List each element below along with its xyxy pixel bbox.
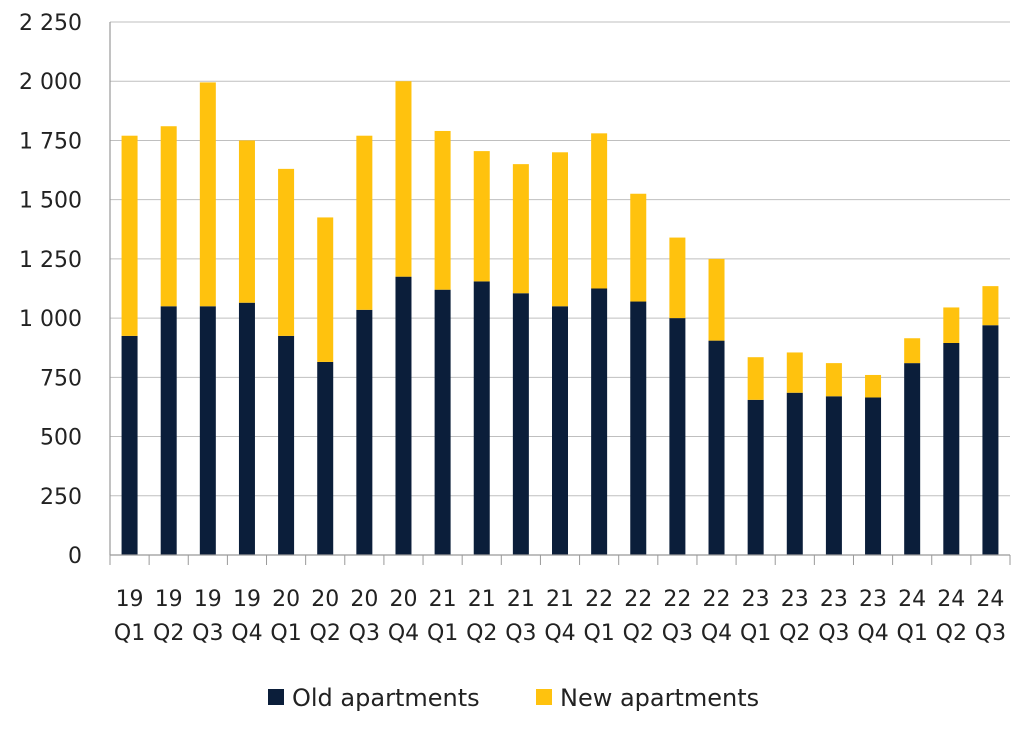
x-tick-label: 23 Q1	[740, 587, 771, 646]
bar-new-apartments	[630, 193, 647, 302]
bar-old-apartments	[591, 288, 608, 555]
bar-new-apartments	[199, 82, 216, 307]
y-tick-label: 250	[40, 485, 82, 510]
bar-new-apartments	[708, 258, 725, 341]
x-tick-label: 19 Q3	[192, 587, 223, 646]
legend-swatch	[268, 689, 284, 705]
legend: Old apartments New apartments	[268, 684, 759, 712]
bar-old-apartments	[473, 281, 490, 555]
legend-item-old-apartments: Old apartments	[268, 684, 480, 712]
x-tick-label: 20 Q3	[349, 587, 380, 646]
y-tick-label: 1 250	[19, 248, 82, 273]
legend-swatch	[536, 689, 552, 705]
x-tick-label: 22 Q1	[583, 587, 614, 646]
bar-new-apartments	[904, 338, 921, 364]
x-tick-label: 21 Q3	[505, 587, 536, 646]
bar-old-apartments	[825, 396, 842, 555]
bar-new-apartments	[317, 217, 334, 362]
x-tick-label: 19 Q2	[153, 587, 184, 646]
x-tick-label: 20 Q1	[270, 587, 301, 646]
bar-old-apartments	[747, 399, 764, 555]
legend-item-new-apartments: New apartments	[536, 684, 759, 712]
bar-old-apartments	[708, 340, 725, 555]
y-tick-label: 1 500	[19, 189, 82, 214]
bar-old-apartments	[512, 293, 529, 555]
y-tick-label: 2 250	[19, 11, 82, 36]
bar-new-apartments	[825, 363, 842, 397]
bar-new-apartments	[238, 140, 255, 303]
y-tick-label: 0	[68, 544, 82, 569]
x-tick-label: 24 Q2	[936, 587, 967, 646]
bar-new-apartments	[552, 152, 568, 307]
bar-old-apartments	[552, 306, 568, 555]
bar-old-apartments	[317, 361, 334, 555]
y-tick-label: 1 000	[19, 307, 82, 332]
x-tick-label: 24 Q1	[897, 587, 928, 646]
bar-old-apartments	[982, 325, 999, 555]
bar-old-apartments	[630, 301, 647, 555]
x-tick-label: 21 Q4	[544, 587, 575, 646]
y-tick-label: 2 000	[19, 70, 82, 95]
x-tick-label: 24 Q3	[975, 587, 1006, 646]
bar-old-apartments	[395, 276, 412, 555]
bar-old-apartments	[943, 342, 960, 555]
x-tick-label: 23 Q4	[857, 587, 888, 646]
bars	[121, 81, 999, 555]
x-tick-label: 21 Q2	[466, 587, 497, 646]
x-axis-category-labels: 19 Q1 19 Q2 19 Q3 19 Q4 20 Q1 20 Q2 20 Q3 20 Q4 21 Q1 21 Q2…	[114, 587, 1006, 646]
bar-new-apartments	[121, 135, 138, 336]
bar-old-apartments	[278, 335, 295, 555]
x-tick-label: 21 Q1	[427, 587, 458, 646]
bar-new-apartments	[591, 133, 608, 289]
y-axis-tick-labels: 0 250 500 750 1 000 1 250 1 500 1 750 2 000 2 250	[19, 11, 82, 569]
axes	[109, 22, 1011, 565]
x-tick-label: 22 Q2	[623, 587, 654, 646]
bar-old-apartments	[356, 309, 373, 555]
bar-new-apartments	[747, 357, 764, 400]
y-tick-label: 750	[40, 366, 82, 391]
bar-old-apartments	[434, 289, 451, 555]
bar-new-apartments	[160, 126, 177, 307]
x-tick-label: 20 Q4	[388, 587, 419, 646]
bar-old-apartments	[669, 318, 686, 555]
bar-new-apartments	[669, 237, 686, 319]
legend-label: Old apartments	[292, 684, 480, 712]
bar-new-apartments	[512, 164, 529, 294]
bar-new-apartments	[356, 135, 373, 310]
bar-old-apartments	[238, 302, 255, 555]
x-tick-label: 22 Q4	[701, 587, 732, 646]
bar-new-apartments	[434, 130, 451, 290]
x-tick-label: 23 Q3	[818, 587, 849, 646]
bar-new-apartments	[786, 352, 803, 393]
bar-new-apartments	[473, 151, 490, 282]
bar-old-apartments	[160, 306, 177, 555]
bar-old-apartments	[786, 392, 803, 555]
bar-new-apartments	[982, 286, 999, 326]
bar-new-apartments	[278, 168, 295, 336]
x-tick-label: 19 Q4	[231, 587, 262, 646]
y-tick-label: 1 750	[19, 129, 82, 154]
x-tick-label: 20 Q2	[310, 587, 341, 646]
bar-new-apartments	[395, 81, 412, 277]
bar-new-apartments	[943, 307, 960, 343]
y-tick-label: 500	[40, 426, 82, 451]
bar-old-apartments	[904, 363, 921, 555]
x-tick-label: 22 Q3	[662, 587, 693, 646]
x-tick-label: 23 Q2	[779, 587, 810, 646]
x-tick-label: 19 Q1	[114, 587, 145, 646]
bar-old-apartments	[121, 335, 138, 555]
bar-old-apartments	[199, 306, 216, 555]
bar-old-apartments	[865, 397, 882, 555]
bar-new-apartments	[865, 374, 882, 398]
legend-label: New apartments	[560, 684, 759, 712]
